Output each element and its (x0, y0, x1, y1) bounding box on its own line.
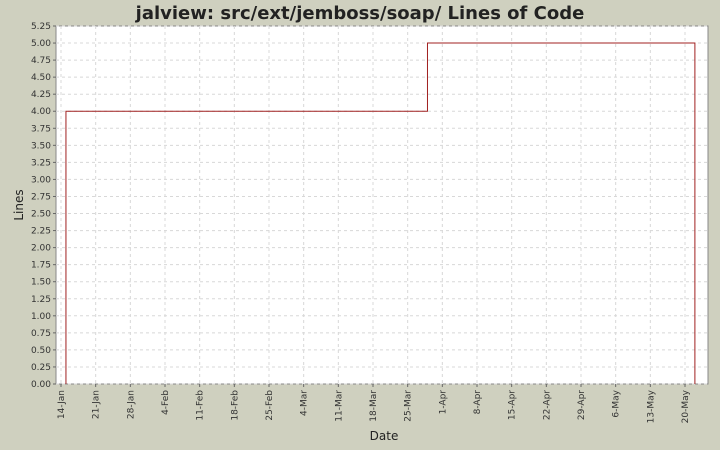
y-tick-label: 4.25 (31, 90, 51, 100)
x-tick-label: 18-Mar (369, 390, 379, 422)
y-tick-label: 5.00 (31, 39, 51, 49)
x-tick-label: 29-Apr (577, 390, 587, 420)
x-tick-label: 8-Apr (473, 390, 483, 415)
x-tick-label: 25-Mar (404, 390, 414, 422)
y-axis-ticks: 0.00 0.25 0.50 0.75 1.00 1.25 1.50 1.75 2.00 2.25… (31, 22, 56, 390)
y-tick-label: 1.25 (31, 295, 51, 305)
x-tick-label: 4-Feb (161, 390, 171, 415)
x-tick-label: 28-Jan (126, 390, 136, 419)
y-tick-label: 2.00 (31, 244, 51, 254)
x-tick-label: 25-Feb (265, 390, 275, 421)
y-tick-label: 0.75 (31, 329, 51, 339)
y-tick-label: 3.25 (31, 158, 51, 168)
y-tick-label: 2.50 (31, 210, 51, 220)
x-tick-label: 1-Apr (438, 390, 448, 415)
y-tick-label: 3.75 (31, 124, 51, 134)
plot-area (55, 25, 709, 385)
y-tick-label: 1.50 (31, 278, 51, 288)
y-tick-label: 2.25 (31, 227, 51, 237)
x-tick-label: 21-Jan (92, 390, 102, 419)
x-tick-label: 11-Mar (334, 390, 344, 422)
x-tick-label: 13-May (646, 389, 656, 423)
x-axis-ticks: 14-Jan 21-Jan 28-Jan 4-Feb 11-Feb 18-Feb 25-Fe… (57, 384, 691, 423)
y-tick-label: 0.00 (31, 380, 51, 390)
y-tick-label: 5.25 (31, 22, 51, 32)
x-axis-label: Date (370, 429, 399, 443)
x-tick-label: 15-Apr (508, 390, 518, 420)
y-tick-label: 4.00 (31, 107, 51, 117)
x-tick-label: 18-Feb (230, 390, 240, 421)
series-line (65, 42, 696, 384)
chart-title: jalview: src/ext/jemboss/soap/ Lines of … (135, 3, 585, 24)
y-tick-label: 2.75 (31, 192, 51, 202)
x-tick-label: 4-Mar (300, 390, 310, 416)
y-tick-label: 4.50 (31, 73, 51, 83)
y-tick-label: 4.75 (31, 56, 51, 66)
x-tick-label: 14-Jan (57, 390, 67, 419)
x-tick-label: 22-Apr (542, 390, 552, 420)
x-tick-label: 6-May (612, 389, 622, 417)
y-tick-label: 1.00 (31, 312, 51, 322)
y-axis-label: Lines (12, 189, 26, 220)
x-tick-label: 20-May (681, 389, 691, 423)
y-tick-label: 0.25 (31, 363, 51, 373)
series-layer (65, 42, 696, 384)
y-tick-label: 0.50 (31, 346, 51, 356)
y-tick-label: 3.50 (31, 141, 51, 151)
y-tick-label: 1.75 (31, 261, 51, 271)
y-tick-label: 3.00 (31, 175, 51, 185)
x-tick-label: 11-Feb (196, 390, 206, 421)
